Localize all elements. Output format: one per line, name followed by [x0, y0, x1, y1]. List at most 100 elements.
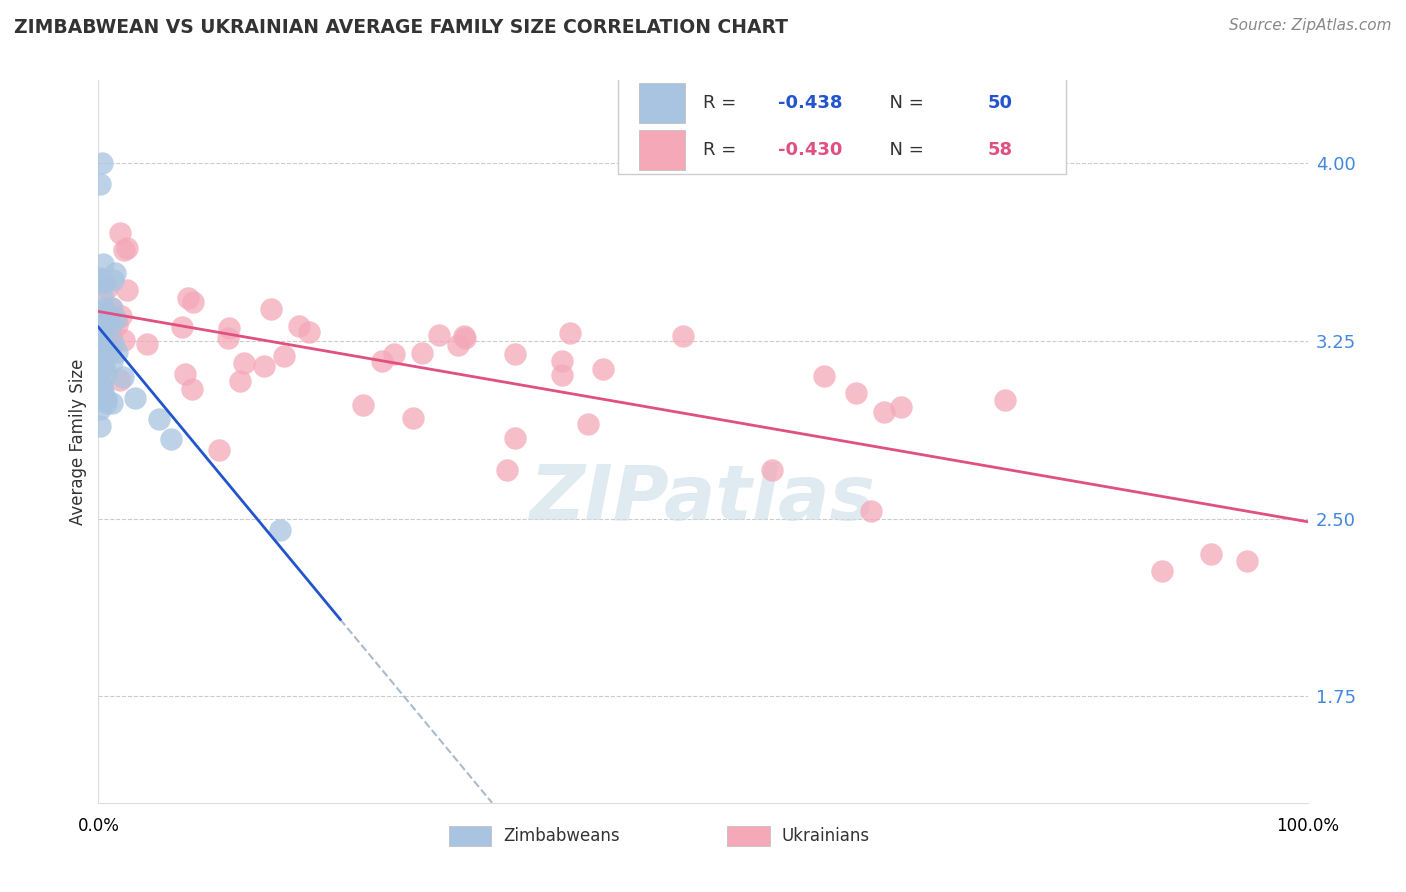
Point: [90, 342, 112, 356]
Bar: [449, 826, 492, 847]
Point: [761, 463, 783, 477]
Point: [93, 359, 115, 373]
Point: [110, 310, 132, 324]
Point: [91, 379, 114, 393]
Text: Ukrainians: Ukrainians: [782, 827, 870, 845]
Point: [93, 275, 115, 289]
Point: [93, 343, 115, 358]
Point: [813, 369, 835, 384]
Point: [429, 328, 451, 343]
Bar: [727, 826, 769, 847]
Point: [1236, 554, 1258, 568]
Point: [453, 328, 475, 343]
Point: [111, 369, 134, 384]
Point: [551, 354, 574, 368]
Point: [93, 301, 115, 315]
Text: -0.438: -0.438: [778, 94, 842, 112]
Text: R =: R =: [703, 141, 742, 159]
Point: [112, 333, 135, 347]
Point: [89, 324, 111, 338]
Point: [90, 289, 112, 303]
Point: [382, 347, 405, 361]
Point: [148, 412, 170, 426]
Point: [273, 349, 295, 363]
Point: [101, 355, 124, 369]
Point: [103, 335, 125, 350]
Point: [495, 463, 517, 477]
Point: [93, 393, 115, 408]
Point: [100, 301, 122, 315]
Point: [208, 442, 231, 457]
Point: [94, 396, 117, 410]
Point: [253, 359, 276, 373]
Point: [101, 273, 124, 287]
Text: ZIPatlas: ZIPatlas: [530, 462, 876, 536]
Point: [117, 283, 139, 297]
Text: Zimbabweans: Zimbabweans: [503, 827, 620, 845]
Text: 58: 58: [987, 141, 1012, 159]
Point: [89, 306, 111, 320]
Point: [401, 410, 423, 425]
Point: [592, 362, 614, 376]
Point: [503, 430, 526, 444]
Point: [217, 331, 239, 345]
Point: [89, 272, 111, 286]
Point: [108, 373, 131, 387]
Point: [288, 319, 311, 334]
Point: [672, 328, 695, 343]
Point: [97, 311, 120, 326]
Point: [89, 177, 111, 191]
Point: [91, 257, 114, 271]
Point: [260, 302, 283, 317]
Text: N =: N =: [879, 94, 929, 112]
Point: [91, 385, 114, 400]
Point: [93, 335, 115, 350]
Point: [447, 337, 470, 351]
Point: [90, 328, 112, 343]
Text: R =: R =: [703, 94, 742, 112]
Point: [89, 418, 111, 433]
Point: [298, 326, 321, 340]
Point: [124, 391, 146, 405]
Text: ZIMBABWEAN VS UKRAINIAN AVERAGE FAMILY SIZE CORRELATION CHART: ZIMBABWEAN VS UKRAINIAN AVERAGE FAMILY S…: [14, 18, 787, 37]
Text: Source: ZipAtlas.com: Source: ZipAtlas.com: [1229, 18, 1392, 33]
Point: [96, 281, 118, 295]
Point: [104, 266, 127, 280]
Point: [90, 340, 112, 354]
Point: [181, 295, 204, 310]
Point: [94, 392, 117, 407]
Bar: [638, 130, 685, 169]
Point: [177, 291, 200, 305]
Point: [100, 301, 122, 316]
Point: [172, 320, 194, 334]
Point: [89, 270, 111, 285]
Point: [89, 401, 111, 416]
Point: [112, 243, 135, 257]
Point: [89, 343, 111, 358]
Point: [411, 346, 433, 360]
Point: [94, 367, 117, 381]
Point: [218, 321, 240, 335]
Point: [558, 326, 581, 340]
Point: [97, 310, 120, 325]
Point: [576, 417, 599, 431]
Point: [89, 318, 111, 333]
Point: [93, 303, 115, 318]
Point: [551, 368, 574, 382]
Text: N =: N =: [879, 141, 929, 159]
Point: [371, 354, 394, 368]
Point: [91, 156, 114, 170]
Point: [89, 334, 111, 348]
Point: [174, 367, 197, 381]
Point: [100, 317, 122, 331]
Point: [97, 344, 120, 359]
Point: [1199, 547, 1222, 561]
Point: [859, 504, 882, 518]
Y-axis label: Average Family Size: Average Family Size: [69, 359, 87, 524]
Point: [94, 320, 117, 334]
Point: [352, 398, 374, 412]
Point: [454, 331, 477, 345]
Point: [105, 345, 128, 359]
Point: [233, 356, 256, 370]
Point: [890, 400, 912, 414]
